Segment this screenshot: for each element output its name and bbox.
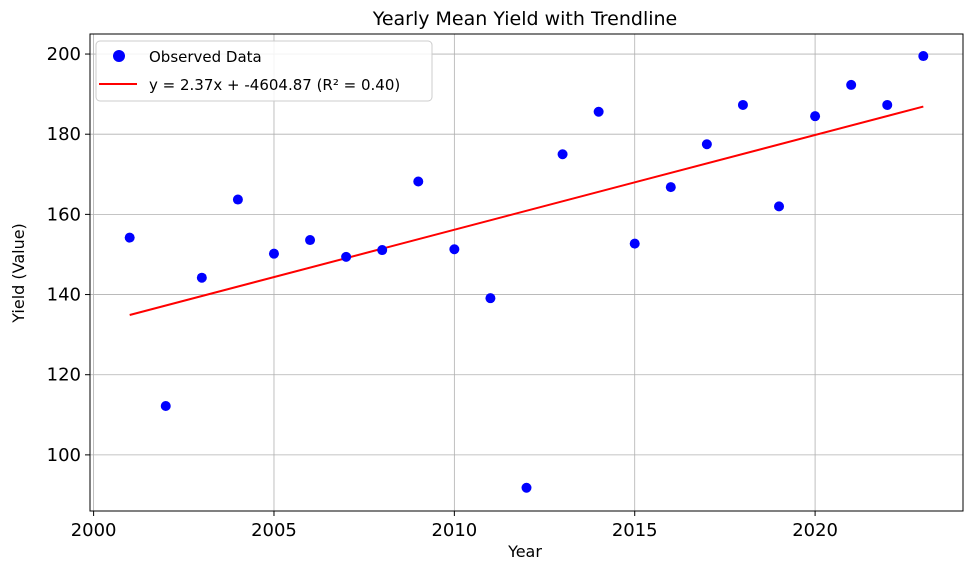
data-point [341,251,352,262]
data-point [918,51,929,62]
x-tick-label: 2015 [612,520,658,541]
data-point [232,194,243,205]
y-tick-label: 200 [47,44,81,65]
data-point [737,99,748,110]
chart-title: Yearly Mean Yield with Trendline [372,8,678,30]
data-point [268,248,279,259]
x-tick-label: 2000 [71,520,117,541]
grid [90,34,963,511]
data-point [846,79,857,90]
trendline [129,105,924,316]
y-tick-label: 120 [47,365,81,386]
data-point [196,272,207,283]
data-point [774,201,785,212]
y-axis-label: Yield (Value) [9,223,28,324]
y-tick-label: 160 [47,204,81,225]
data-point [485,293,496,304]
x-tick-label: 2005 [251,520,297,541]
legend-label-trendline: y = 2.37x + -4604.87 (R² = 0.40) [149,76,400,94]
legend-label-observed: Observed Data [149,48,262,66]
data-point [629,238,640,249]
data-point [701,139,712,150]
data-point [557,149,568,160]
y-tick-label: 140 [47,285,81,306]
data-point [377,245,388,256]
axis-ticks: 2000 2005 2010 2015 2020 100 120 140 160 180 200 [47,44,838,541]
data-point [882,99,893,110]
data-point [665,182,676,193]
y-tick-label: 180 [47,124,81,145]
data-point [160,400,171,411]
data-point [593,106,604,117]
data-point [810,111,821,122]
data-point [305,235,316,246]
data-point [124,232,135,243]
data-point [521,482,532,493]
legend-marker-observed [113,50,125,62]
y-tick-label: 100 [47,445,81,466]
x-tick-label: 2010 [431,520,477,541]
plot-series [124,51,929,493]
legend-box [95,40,433,102]
data-point [413,176,424,187]
data-point [449,244,460,255]
plot-frame [89,33,964,512]
x-tick-label: 2020 [792,520,838,541]
x-axis-label: Year [507,542,542,561]
legend: Observed Data y = 2.37x + -4604.87 (R² =… [95,40,433,102]
